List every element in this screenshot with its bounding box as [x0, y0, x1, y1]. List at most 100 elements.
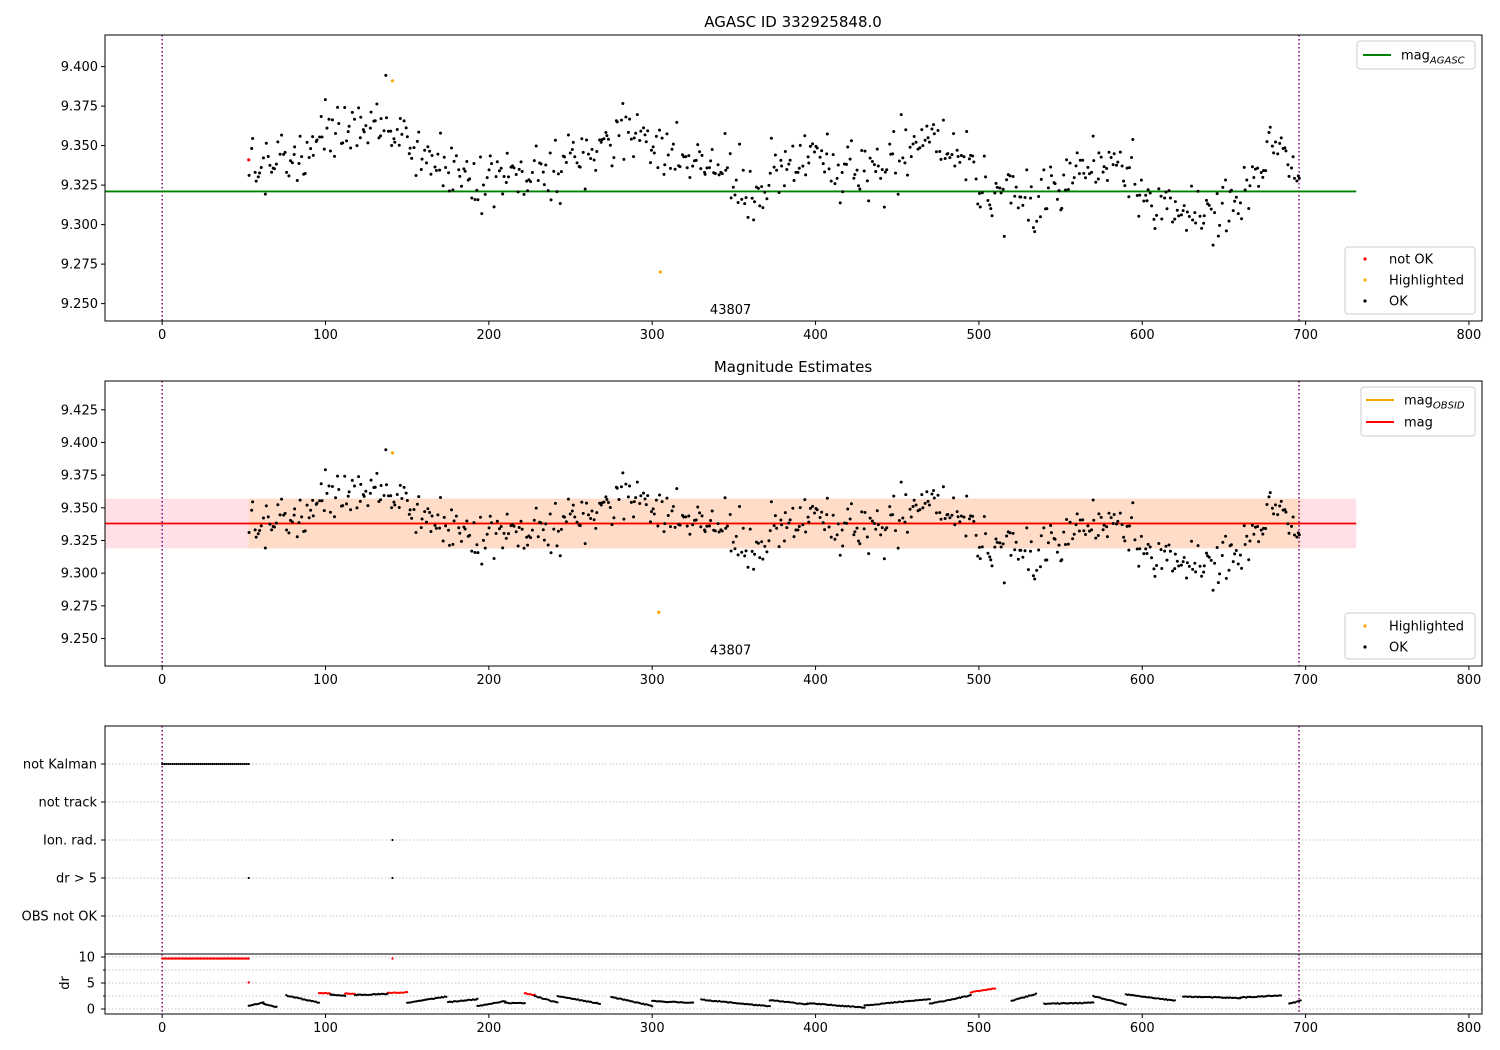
top-ok-point [656, 166, 660, 170]
mid-ok-point [1002, 581, 1006, 585]
top-legend-point-label: not OK [1389, 253, 1434, 268]
top-ok-point [897, 159, 901, 163]
mid-ok-point [350, 478, 354, 482]
top-ytick-label: 9.250 [61, 297, 98, 312]
flags-point [169, 762, 172, 766]
mid-ok-point [758, 556, 762, 560]
top-ok-point [1062, 173, 1066, 177]
mid-ok-point [698, 511, 702, 515]
mid-ok-point [1179, 563, 1183, 567]
mid-ytick-label: 9.250 [61, 632, 98, 647]
top-ok-point [522, 192, 526, 196]
top-ok-point [888, 142, 892, 146]
top-ok-point [707, 166, 711, 170]
top-ok-point [862, 169, 866, 173]
mid-ok-point [1083, 532, 1087, 536]
top-ok-point [1190, 184, 1194, 188]
top-ok-point [1031, 226, 1035, 230]
mid-ok-point [549, 551, 553, 555]
top-ok-point [978, 205, 982, 209]
top-ok-point [1265, 140, 1269, 144]
mid-ok-point [438, 526, 442, 530]
mid-ok-point [952, 496, 956, 500]
flags-point [231, 762, 234, 766]
top-ok-point [332, 154, 336, 158]
mid-ok-point [402, 485, 406, 489]
top-ok-point [988, 203, 992, 207]
top-ok-point [1264, 169, 1268, 173]
mid-ok-point [773, 514, 777, 518]
mid-ok-point [838, 553, 842, 557]
mid-ok-point [775, 526, 779, 530]
top-ok-point [499, 166, 503, 170]
top-ok-point [1008, 174, 1012, 178]
top-ok-point [1127, 166, 1131, 170]
top-ok-point [562, 155, 566, 159]
mid-ok-point [965, 494, 969, 498]
flags-category-label: Ion. rad. [43, 834, 97, 849]
mid-ok-point [1264, 527, 1268, 531]
top-ok-point [1268, 125, 1272, 129]
mid-ok-point [840, 528, 844, 532]
mid-ok-point [905, 530, 909, 534]
mid-ok-point [442, 515, 446, 519]
mid-ok-point [1101, 528, 1105, 532]
mid-ok-point [1038, 565, 1042, 569]
top-ok-point [549, 198, 553, 202]
mid-ok-point [1224, 576, 1228, 580]
top-ok-point [366, 141, 370, 145]
top-ok-point [870, 160, 874, 164]
mid-ok-point [417, 495, 421, 499]
top-ok-point [797, 166, 801, 170]
top-ok-point [350, 110, 354, 114]
top-ok-point [480, 212, 484, 216]
flags-point [233, 762, 236, 766]
mid-ok-point [368, 491, 372, 495]
top-ok-point [909, 155, 913, 159]
mid-ok-point [490, 521, 494, 525]
top-ok-point [353, 117, 357, 121]
mid-ok-point [256, 532, 260, 536]
top-ok-point [965, 129, 969, 133]
mid-ok-point [938, 511, 942, 515]
top-ok-point [536, 179, 540, 183]
top-ok-point [1200, 226, 1204, 230]
dr-ytick-label: 10 [78, 951, 95, 966]
top-ok-point [874, 169, 878, 173]
top-legend-lines [1356, 40, 1476, 70]
mid-ok-point [309, 508, 313, 512]
mid-ok-point [400, 497, 404, 501]
top-ok-point [379, 134, 383, 138]
top-ok-point [463, 169, 467, 173]
top-ok-point [272, 167, 276, 171]
mid-ok-point [899, 480, 903, 484]
mid-ok-point [971, 514, 975, 518]
mid-xtick-label: 300 [640, 673, 665, 688]
mid-ok-point [888, 505, 892, 509]
dr-xtick-label: 500 [966, 1021, 991, 1036]
top-ok-point [923, 138, 927, 142]
top-ok-point [876, 164, 880, 168]
top-ok-point [336, 105, 340, 109]
top-ok-point [1068, 161, 1072, 165]
top-ok-point [429, 172, 433, 176]
mid-ok-point [1049, 523, 1053, 527]
mid-ok-point [1042, 526, 1046, 530]
top-ok-point [1046, 186, 1050, 190]
top-ok-point [566, 133, 570, 137]
top-ok-point [741, 168, 745, 172]
mid-ok-point [1023, 549, 1027, 553]
mid-ok-point [1164, 544, 1168, 548]
flags-point [209, 762, 212, 766]
mid-ok-point [995, 540, 999, 544]
mid-ok-point [514, 530, 518, 534]
dr-point [651, 1005, 654, 1008]
mid-ok-point [1057, 543, 1061, 547]
top-ok-point [791, 144, 795, 148]
mid-ok-point [728, 512, 732, 516]
top-ok-point [444, 166, 448, 170]
mid-ok-point [487, 526, 491, 530]
mid-ok-point [608, 506, 612, 510]
top-ok-point [1157, 187, 1161, 191]
